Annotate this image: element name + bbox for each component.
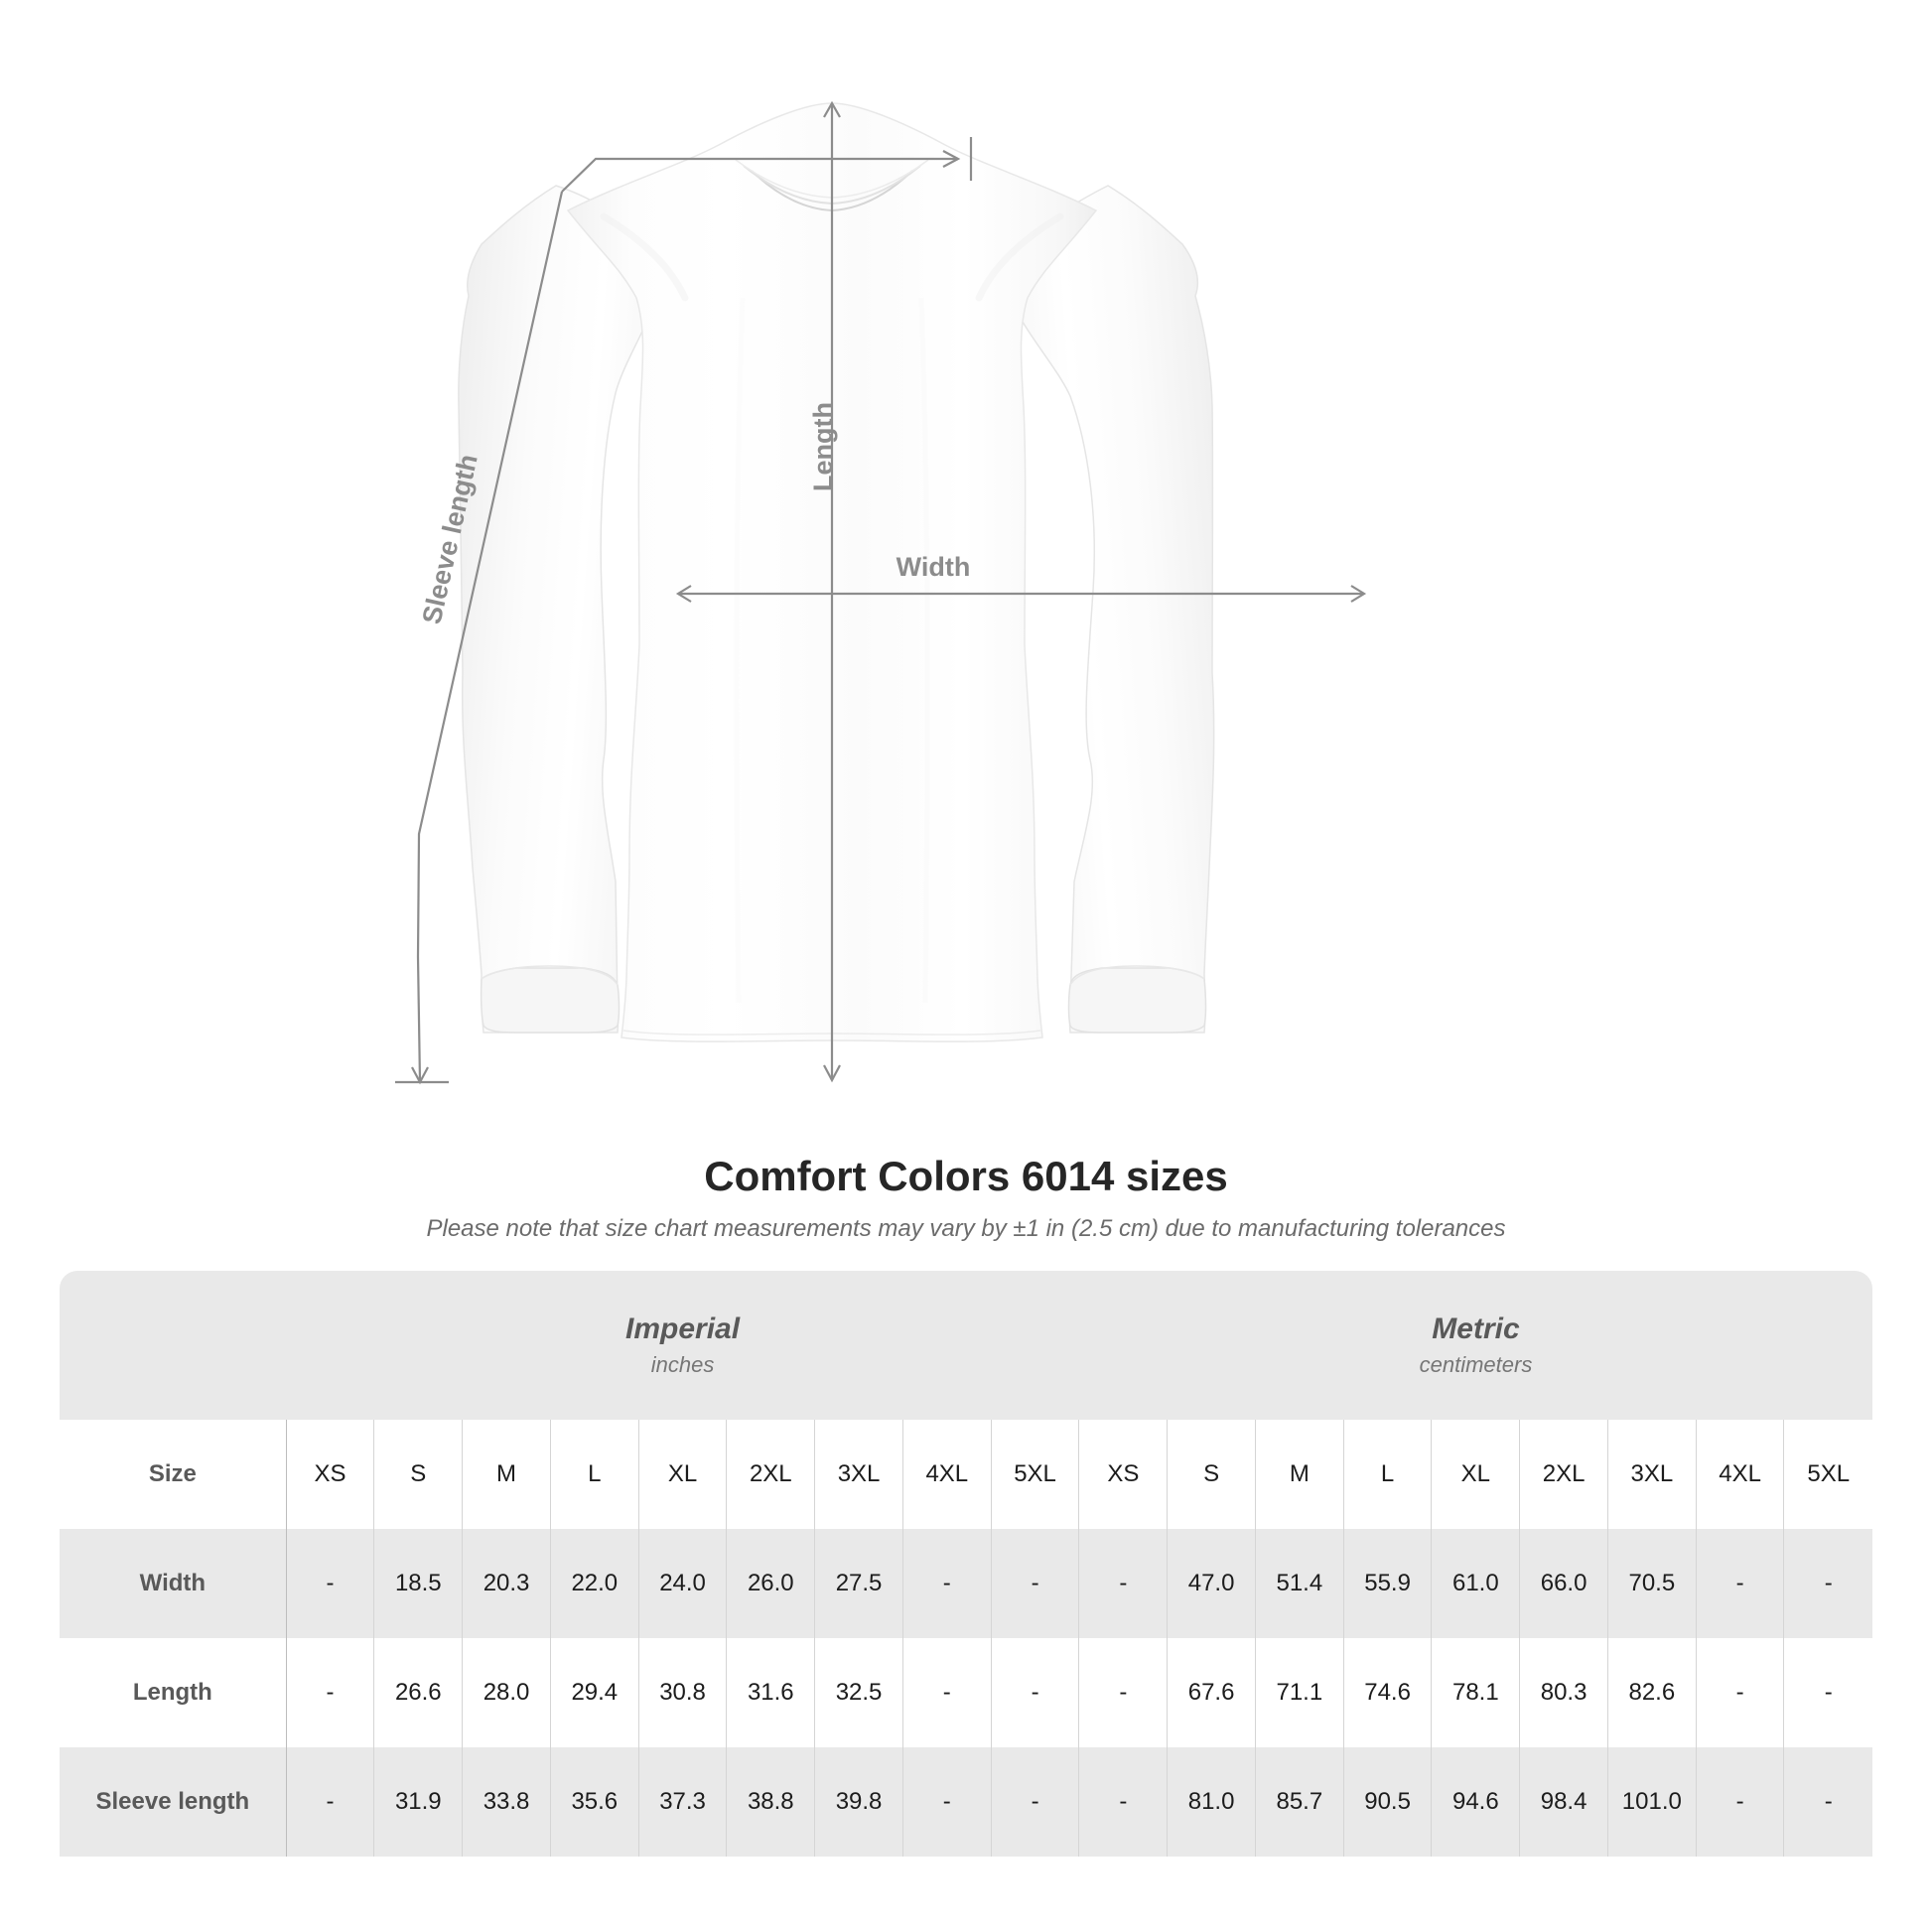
svg-text:Length: Length — [808, 402, 838, 491]
svg-text:Width: Width — [897, 552, 971, 582]
